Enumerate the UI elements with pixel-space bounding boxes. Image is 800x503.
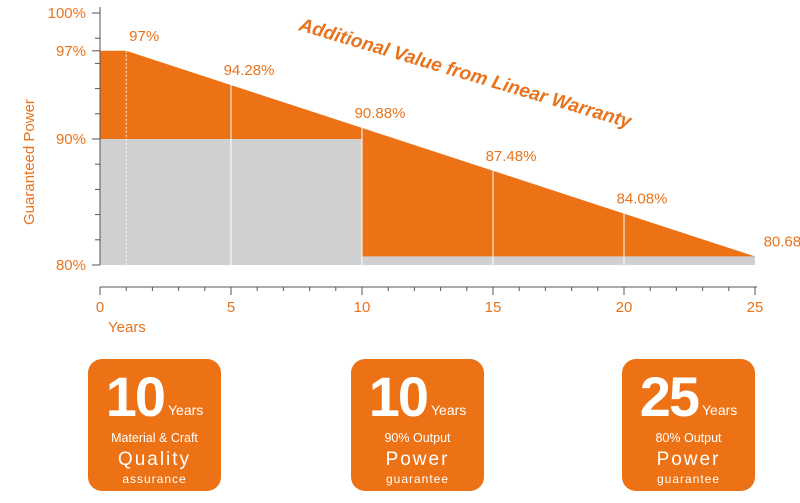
x-tick-label: 15 (485, 299, 502, 316)
data-label: 80.68% (764, 233, 800, 250)
badge-80-power-guarantee: 25 Years 80% Output Power guarantee (622, 359, 755, 491)
x-tick-label: 0 (96, 299, 104, 316)
step-warranty-area (100, 139, 755, 265)
warranty-chart: 100% 97% 90% 80% 0 5 10 15 20 25 97% 94.28% 90.88% 87… (21, 5, 800, 336)
x-tick-label: 10 (354, 299, 371, 316)
badge-years-unit: Years (431, 402, 467, 418)
data-label: 87.48% (486, 148, 537, 165)
data-label: 84.08% (617, 191, 668, 208)
y-tick-label: 97% (56, 43, 86, 60)
badge-years-number: 25 (639, 365, 700, 428)
badge-heading: Quality (117, 449, 192, 470)
badge-years-unit: Years (168, 402, 204, 418)
data-label: 90.88% (355, 105, 406, 122)
y-tick-label: 80% (56, 257, 86, 274)
y-tick-label: 100% (48, 5, 86, 22)
data-label: 94.28% (224, 62, 275, 79)
y-tick-label: 90% (56, 131, 86, 148)
x-tick-label: 20 (616, 299, 633, 316)
badge-heading: Power (385, 449, 450, 470)
badge-caption: assurance (122, 472, 187, 486)
badge-subtitle: 90% Output (384, 431, 451, 445)
badge-caption: guarantee (385, 472, 450, 486)
badge-heading: Power (656, 449, 721, 470)
badge-quality-warranty: 10 Years Material & Craft Quality assura… (88, 359, 221, 491)
y-axis-title: Guaranteed Power (21, 99, 38, 225)
badge-years-number: 10 (105, 365, 166, 428)
badge-90-power-guarantee: 10 Years 90% Output Power guarantee (351, 359, 484, 491)
badge-years-number: 10 (368, 365, 429, 428)
x-tick-label: 25 (747, 299, 764, 316)
annotation-text: Additional Value from Linear Warranty (296, 14, 635, 133)
badge-subtitle: Material & Craft (111, 431, 198, 445)
x-tick-label: 5 (227, 299, 235, 316)
badge-years-unit: Years (702, 402, 738, 418)
x-axis-title: Years (108, 319, 146, 336)
data-label: 97% (129, 28, 159, 45)
badge-subtitle: 80% Output (655, 431, 722, 445)
badge-caption: guarantee (656, 472, 721, 486)
